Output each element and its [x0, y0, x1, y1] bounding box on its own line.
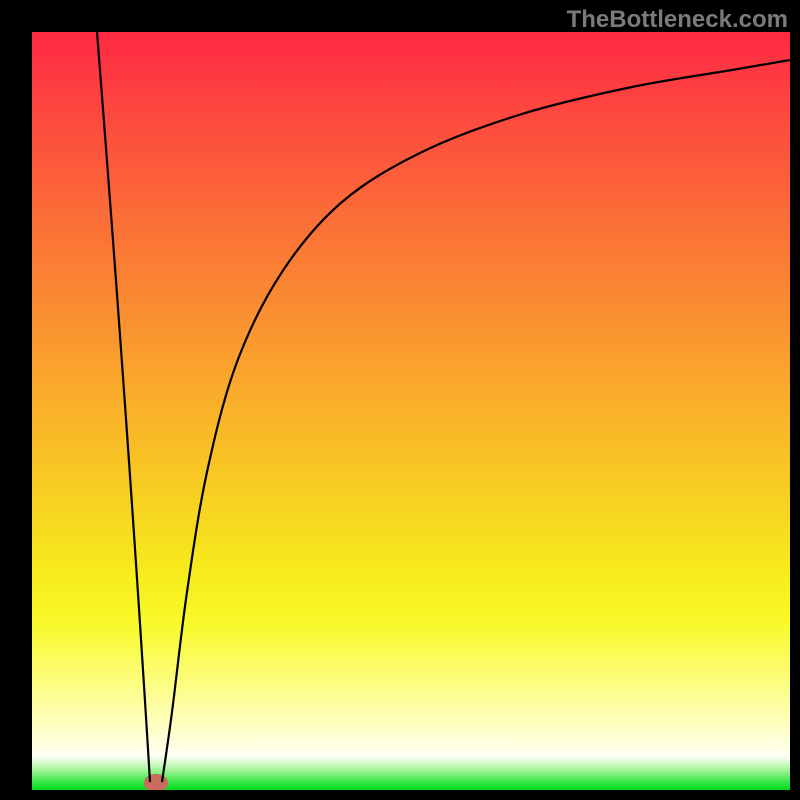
watermark-text: TheBottleneck.com: [567, 6, 788, 34]
curve-layer: [32, 32, 790, 790]
curve-left-branch: [97, 32, 150, 782]
curve-right-branch: [162, 60, 790, 782]
plot-area: [32, 32, 790, 790]
chart-container: { "watermark": { "text": "TheBottleneck.…: [0, 0, 800, 800]
minimum-marker: [144, 774, 168, 790]
